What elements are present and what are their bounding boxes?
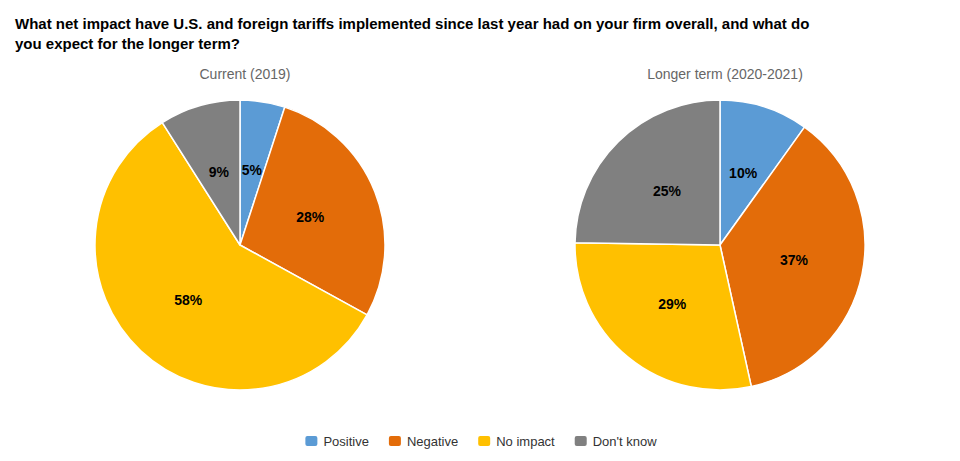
svg-text:Negative: Negative	[407, 434, 458, 449]
svg-text:No impact: No impact	[496, 434, 555, 449]
svg-text:29%: 29%	[658, 296, 687, 312]
svg-text:25%: 25%	[653, 183, 682, 199]
svg-text:Don't know: Don't know	[593, 434, 658, 449]
svg-text:What net impact have U.S. and: What net impact have U.S. and foreign ta…	[15, 15, 809, 32]
svg-text:5%: 5%	[242, 162, 263, 178]
svg-text:10%: 10%	[729, 165, 758, 181]
svg-text:28%: 28%	[296, 209, 325, 225]
svg-text:58%: 58%	[174, 292, 203, 308]
svg-text:Current (2019): Current (2019)	[199, 66, 290, 82]
svg-text:37%: 37%	[780, 252, 809, 268]
svg-text:you expect for the longer term: you expect for the longer term?	[15, 35, 240, 52]
svg-text:9%: 9%	[209, 164, 230, 180]
svg-text:Positive: Positive	[323, 434, 369, 449]
svg-text:Longer term (2020-2021): Longer term (2020-2021)	[647, 66, 803, 82]
